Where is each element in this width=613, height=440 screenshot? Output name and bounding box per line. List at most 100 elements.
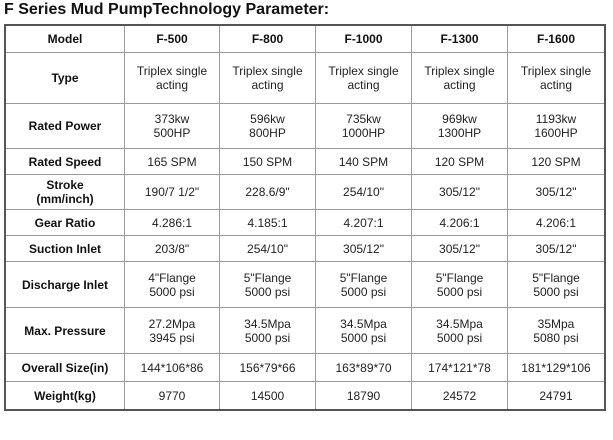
table-cell: 254/10" [220,236,316,262]
row-label: Gear Ratio [6,210,125,236]
table-cell: 1193kw 1600HP [508,104,604,149]
table-cell: Triplex single acting [220,53,316,104]
table-cell: 140 SPM [316,149,412,175]
table-cell: 34.5Mpa 5000 psi [220,308,316,354]
row-label: Stroke (mm/inch) [6,175,125,210]
table-cell: 190/7 1/2" [125,175,220,210]
table-cell-line: 24791 [539,388,573,403]
table-cell: 120 SPM [508,149,604,175]
table-cell-line: 5"Flange [339,270,388,285]
column-header-model-value: F-1300 [412,26,508,53]
table-cell-line: 800HP [249,126,286,140]
table-cell: 34.5Mpa 5000 psi [412,308,508,354]
table-cell-line: 5000 psi [149,284,195,299]
row-label: Rated Speed [6,149,125,175]
table-cell-line: acting [347,78,380,92]
table-cell-line: 144*106*86 [140,360,204,375]
table-cell-line: 1000HP [341,126,386,140]
table-cell: Triplex single acting [316,53,412,104]
table-cell-line: Triplex single [136,64,208,78]
table-cell-line: 120 SPM [434,154,485,169]
table-cell-line: 34.5Mpa [436,316,483,331]
table-cell: 150 SPM [220,149,316,175]
row-label-line: Overall Size(in) [21,360,109,375]
row-label-line: Gear Ratio [34,215,96,230]
table-cell: 305/12" [412,236,508,262]
table-cell: 228.6/9" [220,175,316,210]
table-cell-line: 4.206:1 [439,215,480,230]
table-cell: Triplex single acting [412,53,508,104]
table-cell-line: 1300HP [437,126,482,140]
column-header-model-value: F-1600 [508,26,604,53]
table-cell-line: 5080 psi [533,330,579,345]
table-cell: 181*129*106 [508,354,604,382]
column-header-model-value: F-800 [220,26,316,53]
table-cell: 4.207:1 [316,210,412,236]
table-cell-line: 4.206:1 [535,215,577,230]
row-label: Discharge Inlet [6,262,125,308]
row-label-line: Discharge Inlet [21,277,109,292]
column-header-model-value: F-500 [125,26,220,53]
table-row: Gear Ratio 4.286:1 4.185:1 4.207:1 4.206:1 4.… [6,210,604,236]
table-cell: 156*79*66 [220,354,316,382]
page-title: F Series Mud PumpTechnology Parameter: [4,1,330,18]
table-cell-line: 5000 psi [244,284,291,299]
table-cell-line: Triplex single [520,64,592,78]
table-cell-line: 150 SPM [242,154,293,169]
row-label: Type [6,53,125,104]
table-cell-line: 4"Flange [148,270,196,285]
table-cell-line: 5"Flange [243,270,292,285]
table-cell-line: 5"Flange [532,270,580,285]
table-cell: 4"Flange 5000 psi [125,262,220,308]
table-cell-line: 5000 psi [436,330,483,345]
table-cell-line: 181*129*106 [521,360,591,375]
table-cell: 5"Flange 5000 psi [508,262,604,308]
table-cell-line: 140 SPM [338,154,389,169]
row-label-line: Rated Power [28,119,102,133]
table-row: Rated Speed 165 SPM 150 SPM 140 SPM 120 SPM 1… [6,149,604,175]
table-cell: 18790 [316,382,412,409]
table-cell-line: acting [539,78,573,92]
table-cell: 27.2Mpa 3945 psi [125,308,220,354]
table-cell-line: 1193kw [535,112,577,126]
table-cell-line: 163*89*70 [335,360,392,375]
table-row: Stroke (mm/inch) 190/7 1/2" 228.6/9" 254/10"… [6,175,604,210]
table-cell-line: 254/10" [247,241,288,256]
table-cell-line: 35Mpa [537,316,575,331]
table-cell: 305/12" [412,175,508,210]
row-label: Overall Size(in) [6,354,125,382]
table-cell-line: 305/12" [535,241,577,256]
table-cell-line: Triplex single [424,64,495,78]
table-cell: 34.5Mpa 5000 psi [316,308,412,354]
table-cell-line: 305/12" [439,241,480,256]
column-header-model: Model [6,26,125,53]
table-row: Discharge Inlet 4"Flange 5000 psi 5"Flange 5… [6,262,604,308]
table-cell: 596kw 800HP [220,104,316,149]
parameter-table: Model F-500 F-800 F-1000 F-1300 F-1600 Type Tri… [4,24,606,411]
table-cell: 14500 [220,382,316,409]
table-cell: 373kw 500HP [125,104,220,149]
table-cell: 305/12" [508,175,604,210]
table-cell: 5"Flange 5000 psi [220,262,316,308]
table-cell-line: 14500 [250,388,285,403]
table-cell-line: 18790 [346,388,381,403]
table-cell: 4.206:1 [412,210,508,236]
table-cell: 4.206:1 [508,210,604,236]
table-cell-line: 5000 psi [340,330,387,345]
row-label-line: (mm/inch) [36,192,94,206]
table-cell-line: 34.5Mpa [340,316,387,331]
row-label: Suction Inlet [6,236,125,262]
table-cell-line: 5000 psi [340,284,387,299]
table-cell: 24791 [508,382,604,409]
table-cell: 35Mpa 5080 psi [508,308,604,354]
table-cell-line: 254/10" [343,185,384,199]
table-cell-line: acting [155,78,189,92]
table-cell: 254/10" [316,175,412,210]
row-label: Rated Power [6,104,125,149]
table-cell-line: 373kw [154,112,190,126]
table-cell-line: 596kw [250,112,285,126]
table-cell-line: 3945 psi [149,330,195,345]
table-cell: 735kw 1000HP [316,104,412,149]
table-cell: 203/8" [125,236,220,262]
table-cell-line: Triplex single [232,64,303,78]
